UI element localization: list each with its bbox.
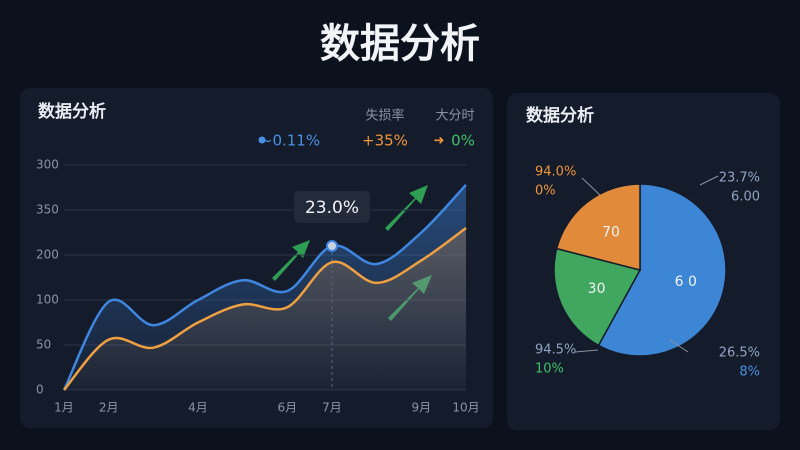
area (64, 228, 466, 390)
pie-annotation: 26.5% (719, 346, 760, 361)
leader-line (574, 349, 599, 353)
stat-name: 大分时 (435, 109, 474, 124)
x-tick-label: 10月 (452, 401, 479, 415)
x-tick-label: 7月 (322, 401, 342, 415)
slice-label: 6 0 (675, 274, 697, 290)
tooltip-box (294, 191, 370, 223)
pie-annotation: 94.0% (535, 165, 576, 180)
y-tick-label: 350 (36, 203, 59, 217)
x-tick-label: 4月 (188, 401, 208, 415)
x-tick-label: 9月 (412, 401, 432, 415)
leader-line (699, 175, 719, 186)
y-tick-label: 300 (36, 158, 59, 172)
y-tick-label: 200 (36, 248, 59, 262)
pie-slice (597, 183, 727, 357)
stat-value: 0% (451, 132, 475, 150)
pie-annotation: 0% (535, 184, 556, 199)
panel-title: 数据分析 (38, 101, 106, 122)
page-title: 数据分析 (320, 21, 480, 67)
tooltip-text: 23.0% (305, 198, 359, 218)
pie-annotation: 8% (739, 365, 760, 380)
tooltip-point (326, 240, 338, 252)
x-tick-label: 1月 (54, 401, 74, 415)
pie-annotation: 10% (535, 362, 564, 377)
y-tick-label: 100 (36, 293, 59, 307)
pie-slice (553, 247, 642, 347)
slice-label: 30 (588, 281, 606, 297)
pie-annotation: 23.7% (719, 171, 760, 186)
panel-title: 数据分析 (526, 105, 594, 126)
pie-annotation: 94.5% (535, 343, 576, 358)
stat-value: +35% (362, 132, 408, 150)
x-tick-label: 6月 (278, 401, 298, 415)
stat-value: ~0.11% (260, 132, 320, 150)
line (63, 226, 467, 391)
pie-slice (555, 183, 641, 271)
x-tick-label: 2月 (99, 401, 119, 415)
leader-line (669, 339, 689, 353)
pie-annotation: 6.00 (731, 190, 760, 205)
stat-name: 失损率 (365, 108, 404, 124)
leader-line (581, 177, 601, 196)
line (62, 183, 467, 391)
stat-dot (258, 136, 266, 144)
slice-label: 70 (602, 225, 620, 241)
y-tick-label: 50 (36, 338, 51, 352)
stat-arrow: ➜ (434, 134, 445, 149)
y-tick-label: 0 (36, 383, 44, 397)
